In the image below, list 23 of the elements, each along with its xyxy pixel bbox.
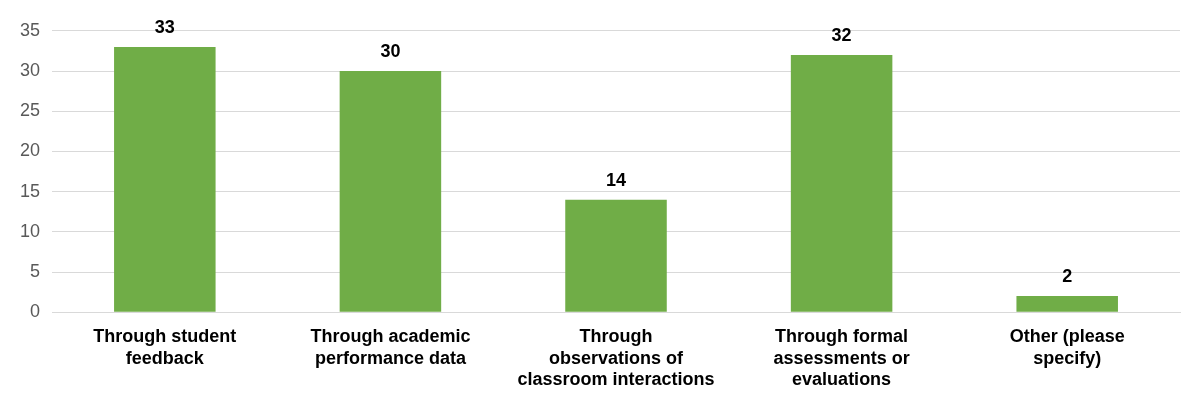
x-tick-label: Through formal assessments or evaluations bbox=[773, 325, 910, 390]
data-label: 2 bbox=[1062, 266, 1073, 287]
bar bbox=[1016, 296, 1118, 312]
data-label: 33 bbox=[154, 16, 175, 37]
bar bbox=[565, 199, 667, 312]
data-label: 14 bbox=[606, 169, 627, 190]
bar bbox=[114, 46, 216, 312]
y-tick-label: 25 bbox=[19, 100, 41, 121]
y-tick-label: 0 bbox=[30, 301, 41, 322]
y-tick-label: 30 bbox=[19, 59, 41, 80]
y-tick-label: 20 bbox=[19, 140, 41, 161]
data-label: 32 bbox=[831, 24, 852, 45]
y-tick-label: 5 bbox=[30, 260, 41, 281]
bar bbox=[790, 54, 893, 312]
x-tick-label: Other (please specify) bbox=[1009, 325, 1125, 368]
x-tick-label: Through observations of classroom interactions bbox=[517, 325, 715, 390]
y-tick-label: 35 bbox=[19, 19, 41, 40]
data-label: 30 bbox=[380, 40, 401, 61]
y-tick-label: 15 bbox=[19, 180, 41, 201]
x-tick-label: Through academic performance data bbox=[310, 325, 471, 368]
bar bbox=[339, 71, 442, 312]
x-tick-label: Through student feedback bbox=[93, 325, 237, 368]
y-tick-label: 10 bbox=[19, 220, 41, 241]
